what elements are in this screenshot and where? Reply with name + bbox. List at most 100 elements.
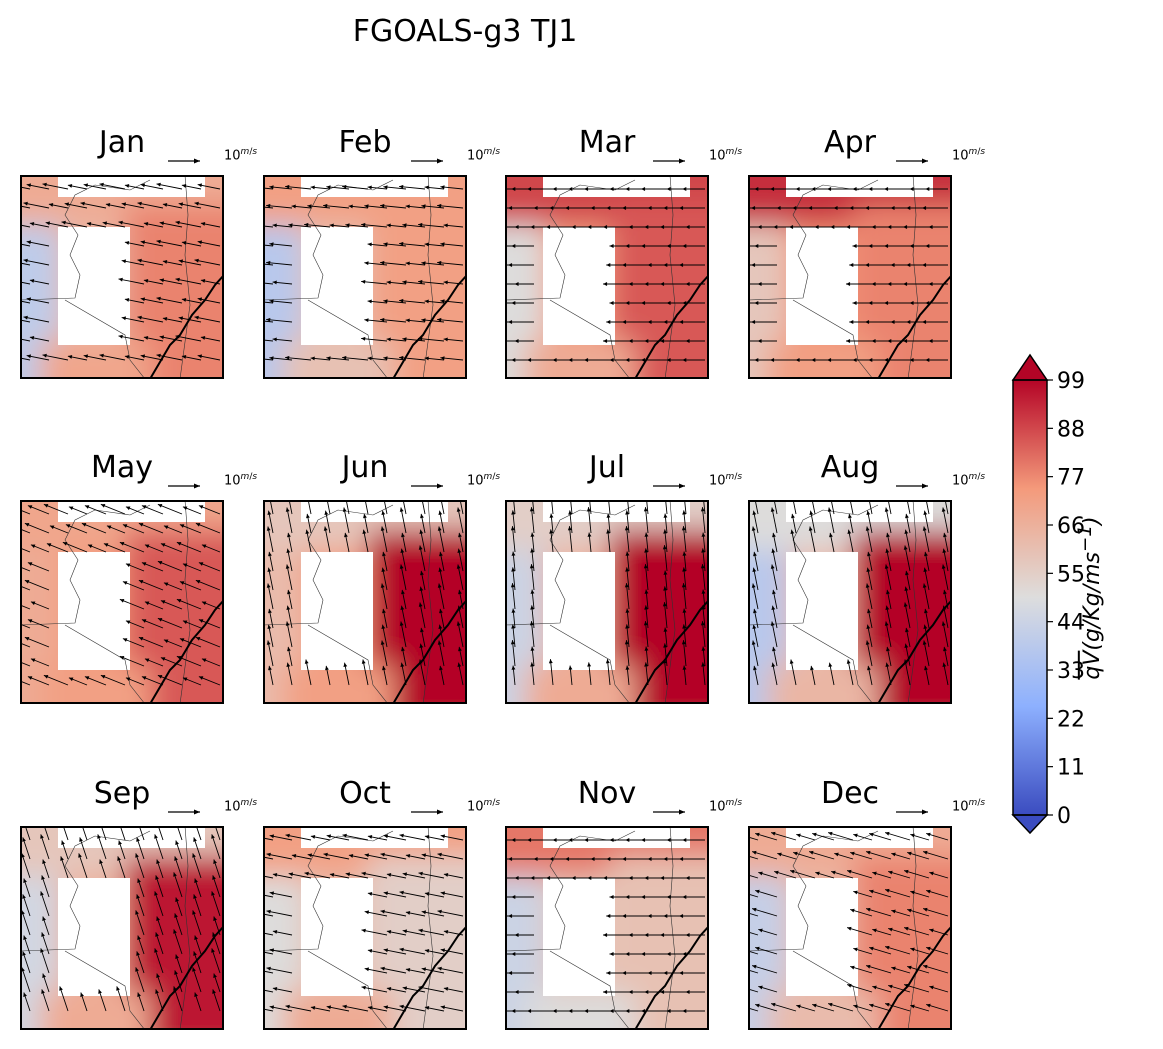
wind-arrowhead <box>660 282 665 286</box>
border-line <box>263 504 394 626</box>
wind-arrow <box>137 316 164 323</box>
wind-arrowhead <box>606 513 611 518</box>
wind-arrowhead <box>903 602 908 607</box>
border-line <box>179 826 191 1030</box>
wind-arrowhead <box>872 928 877 933</box>
wind-arrowhead <box>884 358 889 362</box>
wind-arrowhead <box>871 282 876 286</box>
wind-arrow <box>263 913 274 917</box>
wind-arrowhead <box>571 876 576 880</box>
wind-arrowhead <box>941 564 946 569</box>
wind-arrow <box>399 1005 426 1012</box>
wind-arrow <box>342 1005 369 1012</box>
wind-arrow <box>40 948 50 974</box>
wind-arrowhead <box>329 223 334 228</box>
wind-arrowhead <box>198 505 204 509</box>
wind-arrow <box>194 316 221 323</box>
wind-arrowhead <box>458 532 462 538</box>
wind-arrowhead <box>178 259 184 264</box>
wind-arrowhead <box>213 973 217 978</box>
wind-arrowhead <box>527 358 532 362</box>
wind-arrow <box>100 674 126 686</box>
wind-arrowhead <box>383 891 389 896</box>
wind-arrowhead <box>83 354 89 359</box>
field-south <box>525 665 635 704</box>
wind-arrowhead <box>641 244 646 248</box>
wind-arrow <box>100 503 126 515</box>
wind-arrowhead <box>872 871 877 876</box>
wind-arrowhead <box>156 353 161 358</box>
wind-arrow <box>286 621 293 648</box>
wind-arrowhead <box>682 551 687 556</box>
wind-arrowhead <box>568 187 573 191</box>
wind-arrow <box>589 500 592 515</box>
wind-arrowhead <box>925 244 930 248</box>
wind-arrowhead <box>872 985 877 990</box>
wind-arrowhead <box>644 876 649 880</box>
wind-arrowhead <box>606 529 611 534</box>
wind-arrowhead <box>456 507 461 512</box>
wind-arrowhead <box>192 910 196 915</box>
wind-arrowhead <box>65 524 71 528</box>
colorbar-tick-label: 66 <box>1057 514 1085 539</box>
wind-arrowhead <box>853 947 858 952</box>
wind-arrow <box>418 929 445 936</box>
wind-arrow <box>24 522 50 534</box>
wind-arrow <box>116 986 126 1012</box>
wind-arrowhead <box>272 223 277 228</box>
wind-arrowhead <box>405 204 410 209</box>
wind-arrowhead <box>195 523 201 527</box>
wind-arrowhead <box>181 355 187 359</box>
wind-arrow <box>194 202 221 209</box>
colorbar-tick-label: 99 <box>1057 369 1085 394</box>
wind-arrowhead <box>367 185 372 190</box>
border-line <box>748 504 879 626</box>
wind-arrowhead <box>625 510 630 515</box>
wind-arrowhead <box>400 605 405 611</box>
wind-arrowhead <box>440 834 446 839</box>
wind-arrowhead <box>530 225 535 229</box>
wind-arrowhead <box>437 583 442 588</box>
wind-arrow <box>682 526 687 553</box>
wind-arrowhead <box>622 263 627 267</box>
wind-arrowhead <box>78 853 82 858</box>
wind-arrowhead <box>609 895 614 899</box>
map-jan <box>20 175 224 379</box>
border-line <box>505 179 636 301</box>
quiver-key-label: 10m/s <box>224 472 258 489</box>
wind-arrowhead <box>143 336 149 340</box>
wind-arrowhead <box>386 223 391 228</box>
wind-arrowhead <box>143 222 149 226</box>
wind-arrowhead <box>285 621 290 626</box>
wind-arrowhead <box>606 320 611 324</box>
wind-arrowhead <box>272 873 278 877</box>
wind-arrowhead <box>304 659 309 664</box>
wind-arrow <box>20 661 31 667</box>
quiver-key-arrow <box>168 158 200 164</box>
wind-arrowhead <box>923 907 928 912</box>
colorbar-label-exp: −1 <box>1074 524 1096 552</box>
wind-arrowhead <box>163 582 169 587</box>
wind-arrowhead <box>682 1009 687 1013</box>
map-feb <box>263 175 467 379</box>
wind-arrowhead <box>266 203 271 208</box>
wind-arrowhead <box>118 220 123 225</box>
wind-arrowhead <box>511 838 516 842</box>
wind-arrowhead <box>846 282 851 286</box>
wind-arrowhead <box>663 320 668 324</box>
wind-arrowhead <box>552 838 557 842</box>
wind-arrowhead <box>269 891 275 896</box>
wind-arrowhead <box>21 910 25 915</box>
wind-arrow <box>118 278 145 285</box>
wind-arrowhead <box>628 933 633 937</box>
wind-arrowhead <box>663 263 668 267</box>
wind-arrowhead <box>885 662 890 668</box>
wind-arrowhead <box>584 187 589 191</box>
panel-title: Sep <box>93 776 151 811</box>
wind-arrow <box>20 338 31 342</box>
wind-arrow <box>884 832 911 841</box>
wind-arrowhead <box>942 662 947 668</box>
quiver-key-arrow <box>896 483 928 489</box>
colorbar-tick-label: 22 <box>1057 707 1085 732</box>
wind-arrow <box>156 183 183 190</box>
